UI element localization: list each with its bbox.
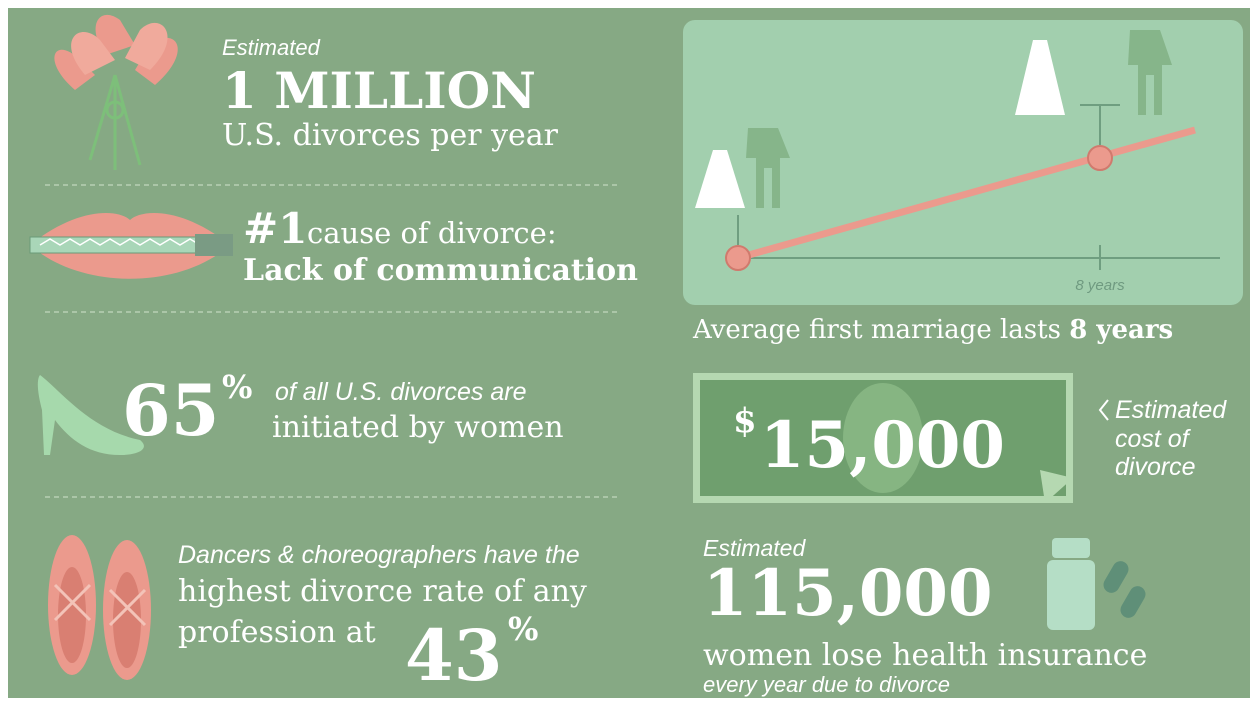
fact-headline: #1: [243, 204, 307, 253]
fact-text: U.S. divorces per year: [222, 118, 559, 153]
caption-text: Average first marriage lasts: [692, 315, 1061, 345]
caption-bold: 8 years: [1069, 315, 1173, 345]
axis-label: 8 years: [1075, 277, 1125, 294]
fact-line: of all U.S. divorces are: [275, 378, 527, 406]
fact-headline: 1 MILLION: [222, 61, 536, 120]
insurance-number: 115,000: [703, 556, 992, 631]
cost-label: cost of: [1115, 425, 1192, 453]
cost-amount: 15,000: [760, 408, 1005, 483]
fact-line: highest divorce rate of any: [178, 574, 587, 609]
marriage-caption: Average first marriage lasts 8 years: [692, 315, 1173, 345]
insurance-text: women lose health insurance: [703, 638, 1147, 673]
fact-text: cause of divorce:: [307, 216, 557, 250]
insurance-subtext: every year due to divorce: [703, 672, 950, 697]
fact-number: 65: [122, 369, 219, 452]
fact-line: initiated by women: [272, 410, 564, 445]
fact-bold: Lack of communication: [243, 253, 638, 288]
cost-currency: $: [733, 401, 757, 441]
fact-line: Dancers & choreographers have the: [178, 541, 580, 569]
fact-line: profession at: [178, 615, 376, 650]
fact-pre: Estimated: [222, 35, 321, 60]
cost-label: divorce: [1115, 453, 1196, 481]
cost-label: Estimated: [1115, 396, 1227, 424]
fact-number: 43: [405, 614, 502, 697]
fact-unit: %: [222, 368, 252, 406]
infographic: Estimated 1 MILLION U.S. divorces per ye…: [0, 0, 1255, 703]
fact-unit: %: [508, 610, 538, 648]
